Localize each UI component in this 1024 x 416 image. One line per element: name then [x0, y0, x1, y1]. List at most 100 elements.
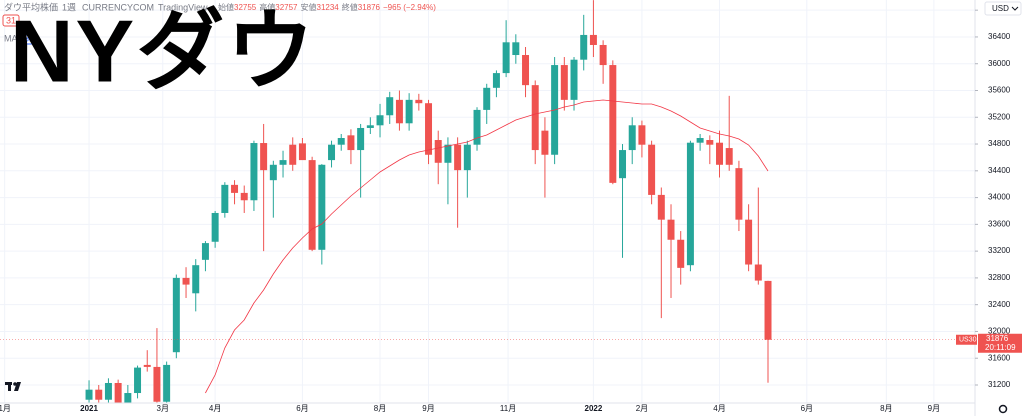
candle-body	[492, 73, 500, 88]
price-tag-text: 31876	[986, 334, 1009, 343]
plot	[0, 0, 975, 403]
candle-body	[434, 140, 442, 163]
currency[interactable]: USD	[992, 4, 1009, 13]
candle-body	[240, 192, 248, 201]
candle-body	[250, 143, 258, 201]
candle-body	[648, 144, 656, 195]
candle-body	[483, 87, 491, 110]
tag-text: 31	[24, 33, 34, 43]
value: 31234	[317, 3, 340, 12]
countdown: 20:11:09	[985, 343, 1016, 352]
candle-body	[221, 184, 229, 213]
candle-body	[95, 389, 103, 400]
candle-body	[192, 265, 200, 294]
candle-body	[376, 115, 384, 126]
x-tick-label: 9月	[928, 404, 940, 413]
candle-body	[657, 194, 665, 220]
candle-body	[260, 143, 268, 171]
candle-body	[395, 99, 403, 124]
candle-body	[502, 42, 510, 74]
source: CURRENCYCOM	[82, 2, 154, 12]
x-tick-label: 6月	[296, 404, 308, 413]
candle-body	[706, 140, 714, 145]
y-tick-label: 36000	[988, 59, 1011, 68]
candle-body	[201, 243, 209, 260]
indicator-name: MA	[4, 33, 18, 43]
candle-body	[619, 150, 627, 179]
y-tick-label: 31200	[988, 380, 1011, 389]
candle-body	[289, 144, 297, 165]
candle-body	[531, 85, 539, 151]
vendor: TradingView	[158, 2, 208, 12]
candle-body	[211, 212, 219, 242]
candle-body	[589, 34, 597, 45]
candle-body	[745, 219, 753, 265]
candle-body	[415, 99, 423, 104]
price-tag	[978, 333, 1022, 353]
candle-body	[318, 164, 326, 250]
candle-body	[609, 65, 617, 183]
candle-body	[463, 144, 471, 171]
candle-body	[764, 280, 772, 340]
candle-body	[473, 109, 481, 145]
candle-body	[628, 125, 636, 151]
candle-body	[512, 42, 520, 56]
candle-body	[570, 59, 578, 100]
x-tick-label: 4月	[209, 404, 221, 413]
y-tick-label: 35600	[988, 86, 1011, 95]
candle-body	[279, 160, 287, 165]
candle-body	[347, 135, 355, 151]
settings-button[interactable]	[998, 404, 1008, 414]
x-tick-label: 8月	[880, 404, 892, 413]
candle-body	[686, 142, 694, 266]
candle-body	[522, 55, 530, 86]
x-tick-label: 4月	[713, 404, 725, 413]
change: −965 (−2.94%)	[383, 3, 436, 12]
x-tick-label: 2月	[636, 404, 648, 413]
candle-body	[754, 264, 762, 281]
candle-body	[444, 144, 452, 163]
symbol-tag-text: US30	[959, 337, 977, 344]
y-tick-label: 32400	[988, 300, 1011, 309]
candle-body	[560, 65, 568, 100]
candle-body	[667, 219, 675, 240]
overlay-title: NYダウ	[10, 1, 316, 100]
candle-body	[163, 364, 171, 402]
interval: 1週	[62, 2, 76, 12]
y-tick-label: 32800	[988, 273, 1011, 282]
candle-body	[405, 99, 413, 124]
y-tick-label: 34000	[988, 193, 1011, 202]
label: 始値	[218, 2, 234, 12]
candle-body	[134, 367, 142, 394]
label: 高値	[259, 2, 275, 12]
candle-body	[425, 103, 433, 155]
value: 31876	[358, 3, 381, 12]
x-tick-label: 8月	[374, 404, 386, 413]
label: 終値	[342, 2, 358, 12]
candle-body	[716, 142, 724, 165]
candle-body	[599, 44, 607, 66]
tv-logo	[5, 382, 21, 391]
candle-body	[124, 393, 132, 403]
candle-body	[638, 125, 646, 145]
x-tick-label: 1月	[0, 404, 11, 413]
currency-button[interactable]: USD	[984, 1, 1022, 16]
x-tick-label: 2021	[80, 404, 98, 413]
candle-body	[454, 144, 462, 171]
ma-line	[205, 99, 769, 394]
candle-body	[541, 130, 549, 155]
y-tick-label: 33200	[988, 246, 1011, 255]
axes: 31200 31600 32000 32400 32800 33200 33600 34000…	[0, 5, 1011, 413]
candle-body	[85, 389, 93, 400]
value: 32757	[275, 3, 298, 12]
candle-body	[366, 125, 374, 128]
y-tick-label: 34400	[988, 166, 1011, 175]
candle-body	[172, 277, 180, 353]
symbol-name: ダウ平均株価	[4, 1, 58, 12]
candle-body	[386, 97, 394, 116]
candle-body	[231, 184, 239, 193]
candle-body	[337, 138, 345, 145]
tag	[2, 14, 20, 27]
